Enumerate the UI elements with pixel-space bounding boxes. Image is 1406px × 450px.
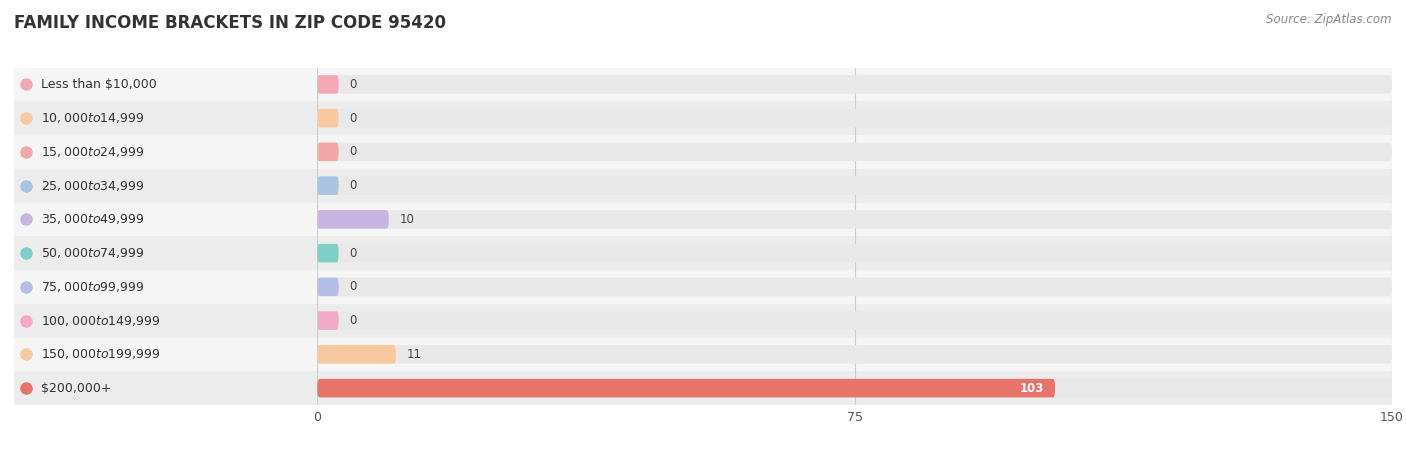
Text: 10: 10 (399, 213, 415, 226)
Bar (318, 236, 1392, 270)
Text: 0: 0 (350, 247, 357, 260)
Bar (318, 202, 1392, 236)
Text: 0: 0 (350, 145, 357, 158)
Bar (14, 371, 318, 405)
Text: $15,000 to $24,999: $15,000 to $24,999 (41, 145, 145, 159)
Text: FAMILY INCOME BRACKETS IN ZIP CODE 95420: FAMILY INCOME BRACKETS IN ZIP CODE 95420 (14, 14, 446, 32)
FancyBboxPatch shape (318, 109, 339, 127)
Text: Source: ZipAtlas.com: Source: ZipAtlas.com (1267, 14, 1392, 27)
Bar (14, 68, 318, 101)
Text: $150,000 to $199,999: $150,000 to $199,999 (41, 347, 160, 361)
FancyBboxPatch shape (318, 379, 1054, 397)
Bar (14, 169, 318, 202)
Bar (318, 169, 1392, 202)
FancyBboxPatch shape (318, 345, 396, 364)
FancyBboxPatch shape (318, 345, 1392, 364)
Text: 0: 0 (350, 280, 357, 293)
Bar (318, 135, 1392, 169)
Bar (318, 270, 1392, 304)
Bar (318, 101, 1392, 135)
Text: 0: 0 (350, 112, 357, 125)
Bar (318, 371, 1392, 405)
FancyBboxPatch shape (318, 143, 1392, 161)
FancyBboxPatch shape (318, 75, 1392, 94)
Text: $50,000 to $74,999: $50,000 to $74,999 (41, 246, 145, 260)
FancyBboxPatch shape (318, 176, 1392, 195)
FancyBboxPatch shape (318, 210, 389, 229)
Text: $10,000 to $14,999: $10,000 to $14,999 (41, 111, 145, 125)
Bar (14, 101, 318, 135)
Text: $75,000 to $99,999: $75,000 to $99,999 (41, 280, 145, 294)
Text: $100,000 to $149,999: $100,000 to $149,999 (41, 314, 160, 328)
FancyBboxPatch shape (318, 210, 1392, 229)
FancyBboxPatch shape (318, 244, 339, 262)
FancyBboxPatch shape (318, 379, 1392, 397)
Text: $200,000+: $200,000+ (41, 382, 112, 395)
FancyBboxPatch shape (318, 109, 1392, 127)
Bar (318, 338, 1392, 371)
Bar (318, 68, 1392, 101)
FancyBboxPatch shape (318, 311, 339, 330)
FancyBboxPatch shape (318, 244, 1392, 262)
Text: Less than $10,000: Less than $10,000 (41, 78, 157, 91)
FancyBboxPatch shape (318, 176, 339, 195)
Text: 0: 0 (350, 314, 357, 327)
Bar (14, 135, 318, 169)
Bar (14, 338, 318, 371)
Bar (14, 270, 318, 304)
FancyBboxPatch shape (318, 143, 339, 161)
Bar (14, 236, 318, 270)
Text: $35,000 to $49,999: $35,000 to $49,999 (41, 212, 145, 226)
FancyBboxPatch shape (318, 311, 1392, 330)
FancyBboxPatch shape (318, 75, 339, 94)
Bar (318, 304, 1392, 338)
Bar (14, 304, 318, 338)
Text: 103: 103 (1021, 382, 1045, 395)
FancyBboxPatch shape (318, 278, 1392, 296)
Text: 0: 0 (350, 78, 357, 91)
Text: 11: 11 (406, 348, 422, 361)
Bar (14, 202, 318, 236)
FancyBboxPatch shape (318, 278, 339, 296)
Text: 0: 0 (350, 179, 357, 192)
Text: $25,000 to $34,999: $25,000 to $34,999 (41, 179, 145, 193)
